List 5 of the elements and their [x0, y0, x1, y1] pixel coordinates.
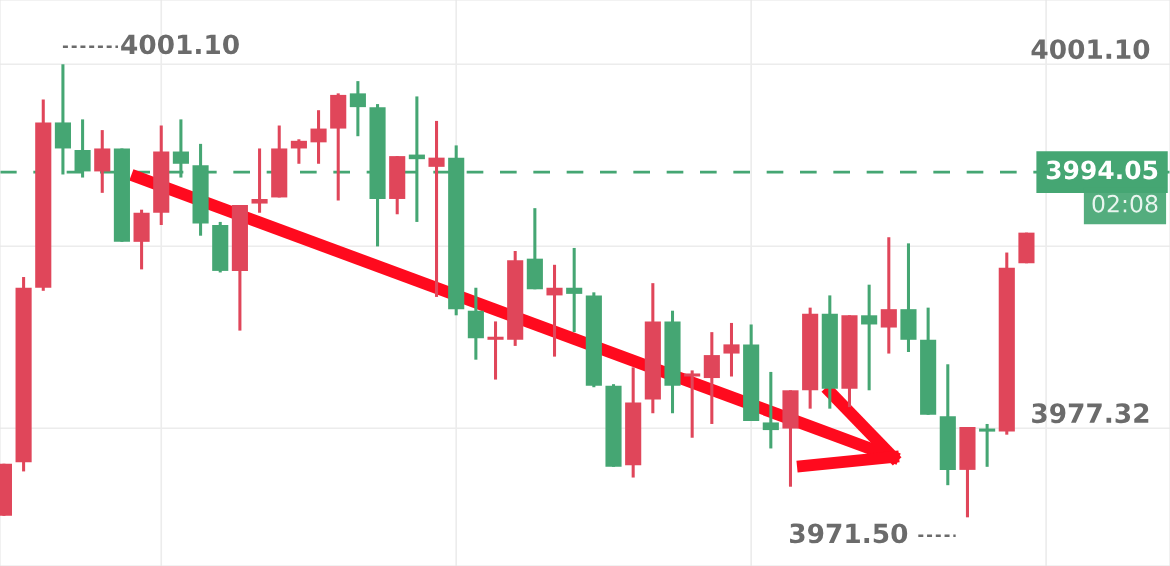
text: 02:08: [1092, 194, 1158, 213]
y-tick-label: 3977.32: [1032, 403, 1149, 424]
ref-line-label: 3994.05: [1046, 160, 1158, 180]
annotation: 4001.10: [121, 34, 239, 55]
annotation: 3971.50: [790, 523, 908, 544]
